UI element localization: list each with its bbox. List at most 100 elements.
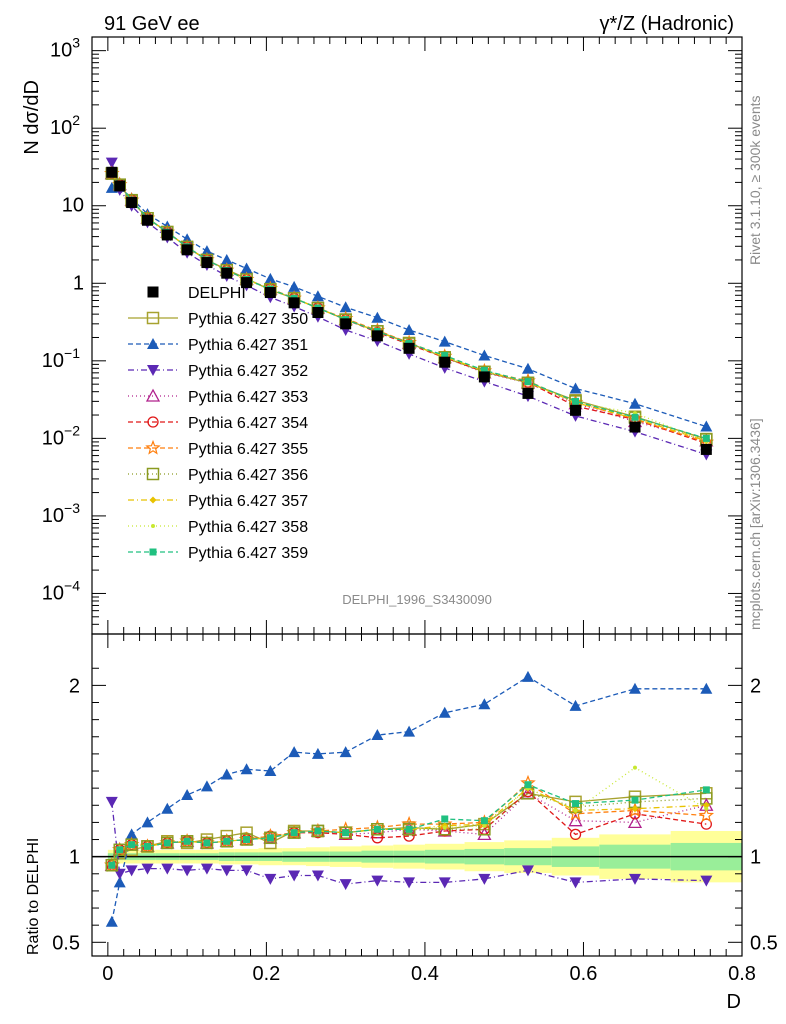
ratio-point [524, 781, 532, 789]
ratio-point [521, 865, 534, 877]
ratio-point [200, 780, 213, 792]
header-right: γ*/Z (Hadronic) [600, 13, 734, 35]
ratio-point [183, 837, 191, 845]
ratio-point [342, 829, 350, 837]
legend-marker [147, 338, 159, 349]
main-point [702, 434, 710, 442]
ratio-point [266, 834, 274, 842]
ratio-point [442, 825, 447, 830]
ratio-point [405, 825, 413, 833]
main-point [339, 301, 352, 313]
ratio-point [438, 877, 451, 889]
legend-label: Pythia 6.427 359 [188, 545, 308, 562]
legend-label: Pythia 6.427 354 [188, 415, 308, 432]
ratio-point [223, 837, 231, 845]
ratio-point [482, 823, 487, 828]
ratio-point [702, 786, 710, 794]
main-y-tick-label: 10−2 [42, 422, 80, 449]
ratio-point [163, 839, 171, 847]
x-tick-label: 0.2 [252, 963, 280, 985]
ratio-series-group [103, 670, 715, 927]
ratio-point [113, 843, 126, 857]
ratio-point [290, 829, 298, 837]
main-point [438, 335, 451, 347]
main-point [288, 280, 301, 292]
axis-ticks: 10−4 10−3 10−2 10−1 1 10 102 103 0 0.2 0.4 0.6 0.8 0.… [42, 35, 778, 985]
main-point [201, 257, 213, 269]
ratio-point [161, 802, 174, 814]
ratio-y-tick-label-right: 2 [750, 675, 761, 697]
ratio-point [203, 839, 211, 847]
main-y-tick-label: 1 [73, 272, 84, 294]
main-point [439, 356, 451, 368]
main-point [161, 229, 173, 241]
main-point [264, 287, 276, 299]
legend-marker [147, 365, 159, 376]
main-point [221, 267, 233, 279]
ratio-point [569, 828, 582, 841]
main-point [114, 180, 126, 192]
ratio-point [143, 842, 151, 850]
legend-label: Pythia 6.427 353 [188, 389, 308, 406]
ratio-point [161, 863, 174, 875]
ratio-point [573, 808, 578, 813]
main-point [288, 297, 300, 309]
legend-label: Pythia 6.427 356 [188, 467, 308, 484]
ratio-point [314, 827, 322, 835]
legend-marker [146, 467, 160, 481]
ratio-point [632, 765, 637, 770]
ratio-point [371, 729, 384, 741]
ratio-plot-frame [91, 633, 743, 957]
ratio-point [240, 865, 253, 877]
main-point [403, 323, 416, 335]
main-point [312, 306, 324, 318]
header-left: 91 GeV ee [104, 13, 200, 35]
main-point [106, 166, 118, 178]
main-point [126, 197, 138, 209]
main-point [631, 413, 639, 421]
ratio-point [371, 875, 384, 887]
ratio-y-tick-label: 2 [69, 675, 80, 697]
ratio-point [113, 868, 126, 880]
legend-marker [151, 524, 155, 528]
ratio-point [567, 805, 584, 821]
legend-label: Pythia 6.427 350 [188, 311, 308, 328]
ratio-point [704, 806, 709, 811]
main-point [521, 362, 534, 374]
mcplots-label: mcplots.cern.ch [arXiv:1306.3436] [747, 418, 763, 630]
ratio-y-tick-label: 1 [69, 847, 80, 869]
ratio-point [700, 682, 713, 694]
legend-label: Pythia 6.427 357 [188, 493, 308, 510]
main-point [241, 277, 253, 289]
ratio-point [200, 863, 213, 875]
legend-marker [149, 496, 157, 504]
legend-marker [146, 311, 160, 325]
main-point [181, 233, 194, 245]
main-point [403, 342, 415, 354]
ratio-point [631, 805, 639, 813]
main-y-tick-label: 10−1 [42, 345, 80, 372]
ratio-point [339, 879, 352, 891]
x-tick-label: 0.4 [411, 963, 439, 985]
ratio-point [264, 765, 277, 777]
x-tick-label: 0.6 [570, 963, 598, 985]
ratio-point [403, 725, 416, 737]
legend-marker [147, 416, 159, 428]
ratio-point [311, 747, 324, 759]
ratio-point [568, 813, 583, 827]
main-point [220, 253, 233, 265]
main-point [569, 382, 582, 394]
main-point [572, 397, 580, 405]
ratio-point [108, 861, 116, 869]
main-y-tick-label: 102 [50, 112, 80, 139]
ratio-point [181, 789, 194, 800]
main-point [240, 262, 253, 274]
ratio-point [627, 815, 643, 829]
main-point [524, 378, 532, 386]
ratio-y-tick-label-right: 0.5 [750, 932, 778, 954]
main-point [181, 244, 193, 256]
main-y-tick-label: 103 [50, 35, 80, 62]
ratio-point [264, 873, 277, 885]
main-point [570, 404, 582, 416]
main-point [371, 330, 383, 342]
